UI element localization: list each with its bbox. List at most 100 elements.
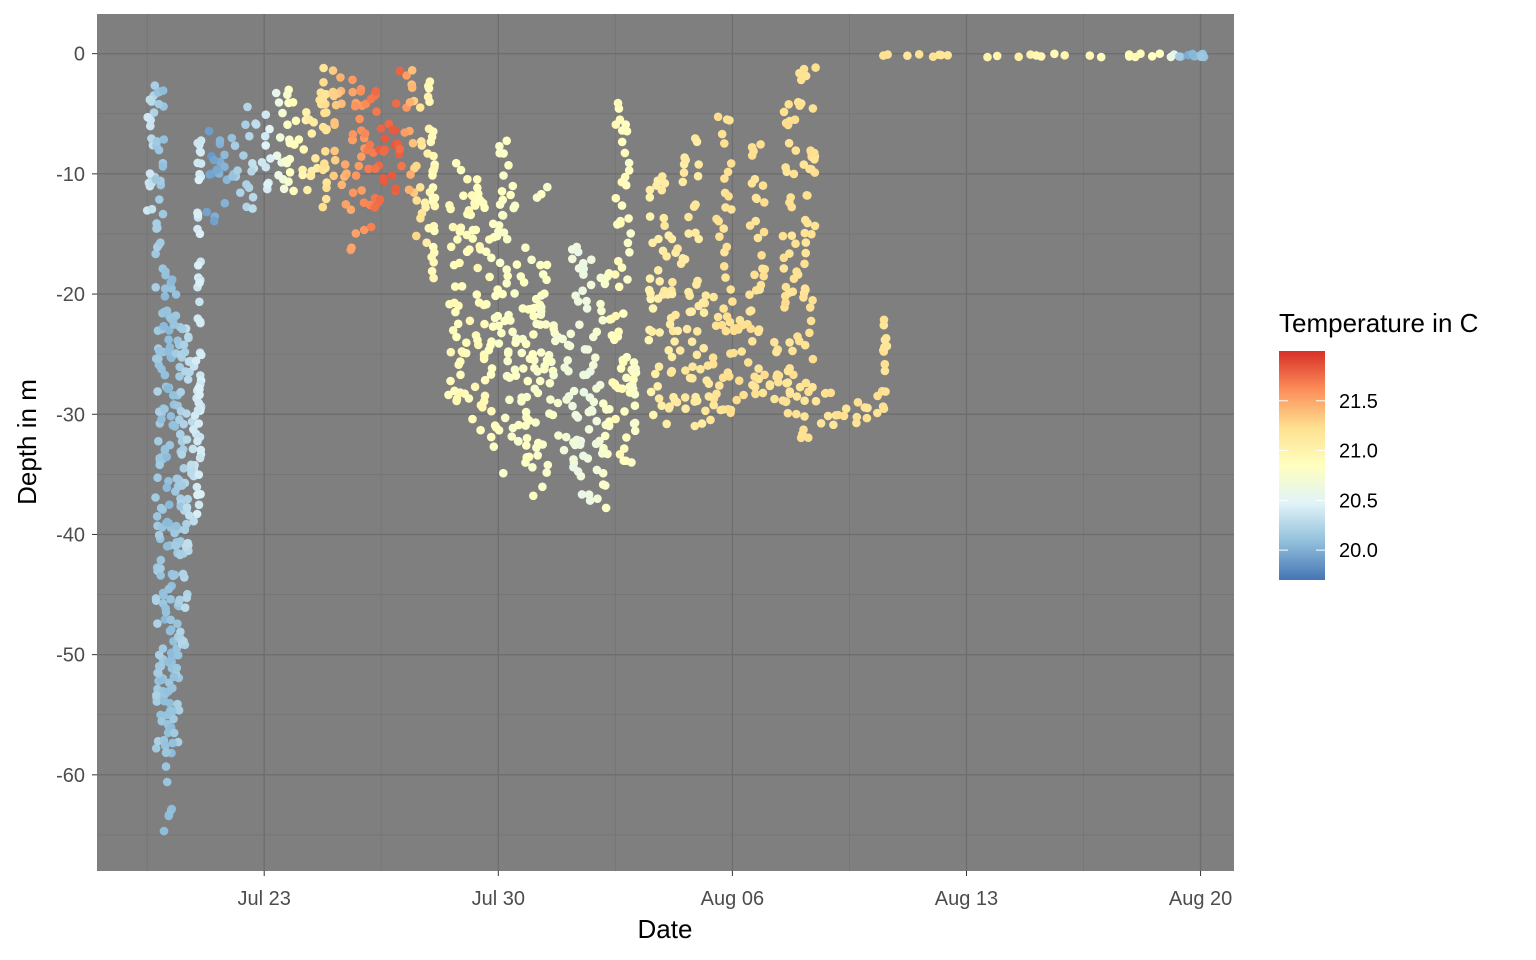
data-point [194, 175, 204, 185]
data-point [879, 320, 889, 330]
data-point [811, 63, 820, 72]
data-point [152, 690, 161, 700]
data-point [228, 172, 237, 181]
data-point [622, 352, 632, 362]
data-point [239, 151, 248, 160]
data-point [810, 148, 819, 158]
data-point [521, 458, 530, 467]
data-point [350, 101, 360, 111]
data-point [354, 161, 364, 171]
data-point [1032, 51, 1041, 60]
data-point [154, 661, 164, 671]
data-point [356, 84, 366, 94]
data-point [145, 169, 155, 178]
data-point [261, 141, 271, 150]
data-point [470, 382, 480, 392]
x-tick-label: Jul 30 [472, 888, 525, 910]
data-point [692, 350, 702, 360]
data-point [209, 155, 219, 165]
data-point [619, 309, 628, 318]
data-point [154, 360, 164, 370]
data-point [621, 180, 631, 190]
data-point [786, 193, 795, 202]
y-tick-label: -60 [56, 765, 85, 787]
data-point [467, 191, 477, 200]
data-point [247, 167, 256, 176]
data-point [160, 292, 170, 301]
data-point [816, 419, 826, 428]
data-point [283, 120, 292, 129]
data-point [569, 386, 579, 396]
data-point [573, 247, 583, 257]
data-point [400, 128, 410, 137]
data-point [168, 391, 178, 400]
data-point [351, 171, 361, 180]
data-point [803, 191, 812, 200]
data-point [668, 277, 677, 287]
data-point [404, 185, 414, 194]
data-point [538, 482, 547, 492]
data-point [163, 517, 172, 527]
data-point [808, 296, 817, 305]
data-point [417, 137, 426, 146]
data-point [630, 401, 640, 411]
data-point [1188, 49, 1197, 59]
x-tick-label: Aug 06 [701, 888, 764, 910]
data-point [800, 284, 810, 293]
data-point [782, 167, 791, 177]
data-point [248, 204, 257, 213]
data-point [717, 129, 727, 139]
data-point [784, 100, 793, 109]
data-point [159, 591, 168, 600]
data-point [499, 468, 508, 478]
data-point [347, 243, 356, 252]
data-point [506, 190, 515, 200]
data-point [173, 650, 183, 660]
data-point [491, 291, 500, 301]
data-point [456, 370, 465, 380]
data-point [517, 348, 527, 358]
data-point [348, 75, 357, 85]
data-point [427, 266, 437, 276]
data-point [653, 382, 662, 391]
data-point [187, 469, 196, 478]
data-point [265, 124, 274, 134]
legend-tick-label: 21.0 [1339, 441, 1378, 463]
data-point [655, 277, 664, 286]
data-point [801, 378, 811, 388]
data-point [687, 307, 696, 316]
data-point [178, 569, 188, 579]
data-point [154, 436, 163, 446]
data-point [357, 152, 366, 161]
data-point [479, 397, 489, 406]
data-point [489, 442, 499, 452]
data-point [737, 347, 746, 356]
data-point [166, 615, 175, 625]
data-point [647, 327, 657, 337]
data-point [407, 83, 417, 92]
data-point [149, 108, 159, 117]
data-point [756, 140, 765, 149]
data-point [735, 315, 745, 325]
data-point [154, 145, 164, 155]
data-point [726, 159, 736, 168]
data-point [371, 164, 380, 173]
data-point [497, 187, 507, 196]
data-point [532, 193, 542, 202]
data-point [331, 100, 341, 110]
data-point [311, 154, 320, 163]
data-point [681, 404, 690, 414]
data-point [577, 490, 587, 499]
legend-tick-label: 20.0 [1339, 540, 1378, 562]
data-point [757, 251, 766, 260]
data-point [412, 161, 421, 171]
data-point [285, 168, 295, 177]
data-point [852, 412, 862, 422]
data-point [644, 285, 654, 295]
data-point [233, 166, 242, 175]
data-point [503, 271, 512, 281]
data-point [614, 256, 623, 266]
data-point [457, 282, 467, 291]
data-point [789, 169, 799, 179]
data-point [561, 432, 571, 442]
